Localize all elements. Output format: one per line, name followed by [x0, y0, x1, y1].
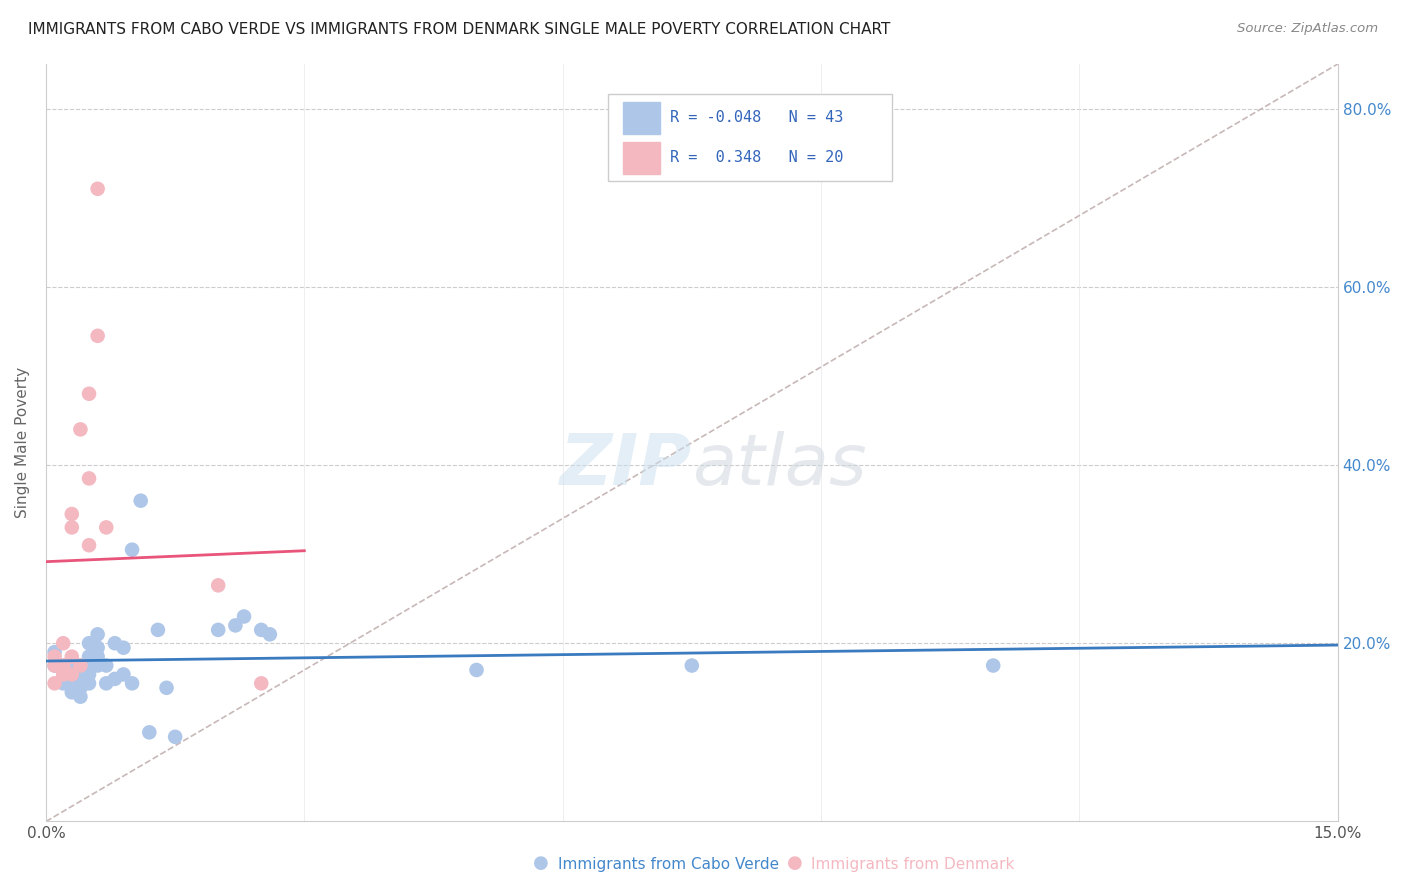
- Point: [52, 667, 75, 681]
- Point: [69, 672, 91, 686]
- Text: ●: ●: [533, 855, 550, 872]
- Point: [44, 676, 66, 690]
- Point: [129, 493, 152, 508]
- Point: [77, 649, 100, 664]
- Point: [96, 520, 118, 534]
- Point: [52, 676, 75, 690]
- Point: [60, 520, 83, 534]
- Point: [86, 627, 108, 641]
- Point: [121, 676, 143, 690]
- Point: [52, 636, 75, 650]
- Point: [69, 422, 91, 436]
- Point: [60, 507, 83, 521]
- Point: [465, 663, 488, 677]
- Point: [44, 658, 66, 673]
- Point: [77, 663, 100, 677]
- Point: [60, 649, 83, 664]
- Point: [138, 725, 160, 739]
- Point: [69, 690, 91, 704]
- Point: [44, 645, 66, 659]
- Point: [681, 658, 703, 673]
- Text: R =  0.348   N = 20: R = 0.348 N = 20: [669, 151, 844, 166]
- Point: [86, 640, 108, 655]
- Point: [112, 640, 135, 655]
- Point: [52, 667, 75, 681]
- Text: Immigrants from Denmark: Immigrants from Denmark: [811, 857, 1015, 872]
- Bar: [623, 102, 659, 134]
- Point: [44, 658, 66, 673]
- Point: [60, 667, 83, 681]
- Point: [69, 658, 91, 673]
- Point: [112, 667, 135, 681]
- Point: [52, 658, 75, 673]
- Text: ZIP: ZIP: [560, 431, 692, 500]
- Point: [86, 328, 108, 343]
- Point: [981, 658, 1004, 673]
- Bar: [623, 142, 659, 174]
- Point: [250, 676, 273, 690]
- Point: [77, 471, 100, 485]
- Point: [77, 667, 100, 681]
- Point: [77, 676, 100, 690]
- Text: ●: ●: [786, 855, 803, 872]
- Point: [86, 649, 108, 664]
- Text: R = -0.048   N = 43: R = -0.048 N = 43: [669, 111, 844, 126]
- Point: [52, 658, 75, 673]
- Point: [60, 654, 83, 668]
- FancyBboxPatch shape: [607, 95, 891, 181]
- Point: [259, 627, 281, 641]
- Point: [86, 658, 108, 673]
- Point: [60, 685, 83, 699]
- Point: [104, 672, 127, 686]
- Point: [155, 681, 177, 695]
- Point: [207, 578, 229, 592]
- Point: [207, 623, 229, 637]
- Point: [69, 681, 91, 695]
- Point: [69, 658, 91, 673]
- Text: atlas: atlas: [692, 431, 866, 500]
- Point: [44, 649, 66, 664]
- Point: [77, 386, 100, 401]
- Point: [86, 182, 108, 196]
- Point: [77, 636, 100, 650]
- Y-axis label: Single Male Poverty: Single Male Poverty: [15, 368, 30, 518]
- Point: [104, 636, 127, 650]
- Point: [224, 618, 246, 632]
- Point: [165, 730, 187, 744]
- Point: [233, 609, 256, 624]
- Point: [96, 658, 118, 673]
- Point: [60, 667, 83, 681]
- Text: Immigrants from Cabo Verde: Immigrants from Cabo Verde: [558, 857, 779, 872]
- Text: IMMIGRANTS FROM CABO VERDE VS IMMIGRANTS FROM DENMARK SINGLE MALE POVERTY CORREL: IMMIGRANTS FROM CABO VERDE VS IMMIGRANTS…: [28, 22, 890, 37]
- Point: [250, 623, 273, 637]
- Point: [121, 542, 143, 557]
- Point: [146, 623, 169, 637]
- Point: [60, 676, 83, 690]
- Point: [96, 676, 118, 690]
- Point: [77, 538, 100, 552]
- Text: Source: ZipAtlas.com: Source: ZipAtlas.com: [1237, 22, 1378, 36]
